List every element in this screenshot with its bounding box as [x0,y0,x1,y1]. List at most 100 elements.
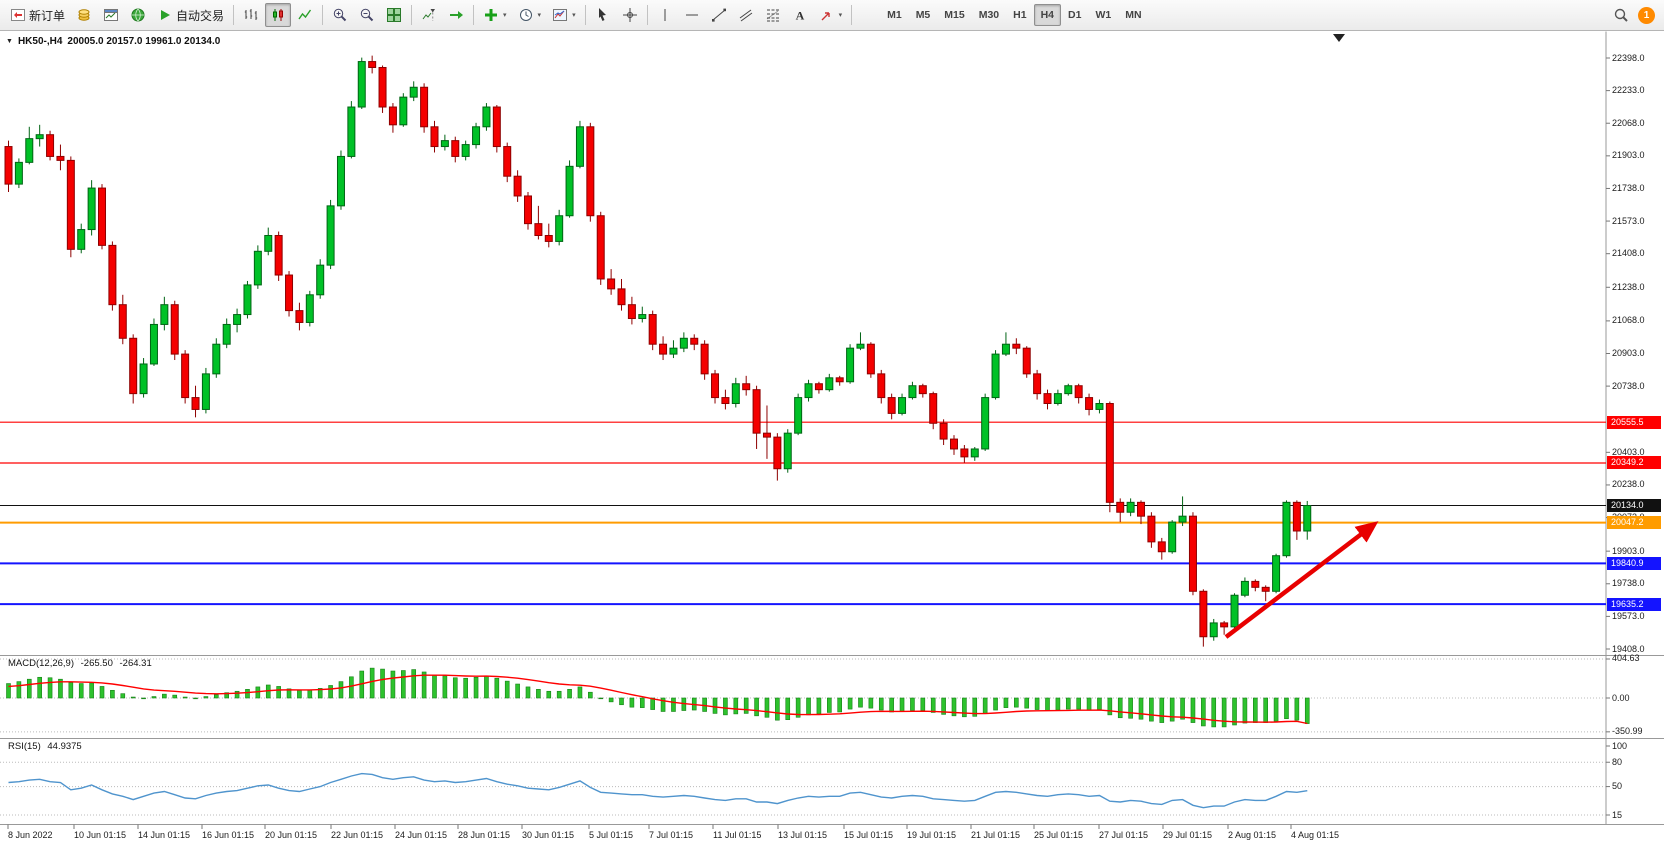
toolbar-button-coins[interactable] [71,3,97,27]
price-line-badge: 20047.2 [1607,516,1661,530]
bar-chart-button[interactable] [238,3,264,27]
candles-layer [4,55,1312,647]
macd-axis-label: 404.63 [1612,653,1640,664]
globe-button[interactable] [125,3,151,27]
auto-scroll-button[interactable] [443,3,469,27]
search-button[interactable] [1608,3,1634,27]
indicators-button[interactable]: ▾ [478,3,512,27]
new-order-icon [10,7,26,23]
chart-collapse-icon[interactable]: ▼ [6,38,13,45]
trendline-button[interactable] [706,3,732,27]
toolbar: 新订单 自动交易 ▾ ▾ ▾ A ▾ M1 M5 [0,0,1664,31]
rsi-value: 44.9375 [47,741,82,752]
chart-shift-marker[interactable] [1333,34,1345,42]
notification-badge[interactable]: 1 [1638,6,1655,24]
tile-windows-button[interactable] [381,3,407,27]
toolbar-separator [851,5,853,25]
price-axis-label: 19738.0 [1612,578,1645,589]
auto-scroll-icon [448,7,464,23]
channel-button[interactable] [733,3,759,27]
templates-button[interactable]: ▾ [547,3,581,27]
auto-trading-label: 自动交易 [176,8,225,23]
zoom-out-button[interactable] [354,3,380,27]
zoom-in-button[interactable] [327,3,353,27]
periods-button[interactable]: ▾ [513,3,547,27]
zoom-in-icon [332,7,348,23]
vertical-line-button[interactable] [652,3,678,27]
macd-main-value: -265.50 [80,658,113,669]
bar-chart-icon [243,7,259,23]
svg-text:A: A [795,9,804,23]
toolbar-separator [584,5,586,25]
trend-arrow[interactable] [1224,521,1379,639]
auto-trading-button[interactable]: 自动交易 [152,3,229,27]
time-axis-label: 25 Jul 01:15 [1034,830,1084,840]
arrows-tool-button[interactable]: ▾ [814,3,848,27]
rsi-name: RSI(15) [8,741,41,752]
macd-axis-label: -350.99 [1612,726,1643,737]
timeframe-button-d1[interactable]: D1 [1061,4,1088,26]
arrow-shape-icon [819,7,835,23]
candlestick-chart-button[interactable] [265,3,292,27]
grid-layer [0,31,1664,829]
price-axis-label: 21408.0 [1612,248,1645,259]
crosshair-icon [622,7,638,23]
new-chart-button[interactable] [98,3,124,27]
chart-template-icon [552,7,568,23]
time-axis-label: 16 Jun 01:15 [202,830,255,840]
chart-shift-button[interactable] [416,3,442,27]
search-icon [1613,7,1629,23]
price-axis-label: 19573.0 [1612,610,1645,621]
time-axis-label: 21 Jul 01:15 [971,830,1021,840]
timeframe-button-m15[interactable]: M15 [937,4,971,26]
macd-indicator-label: MACD(12,26,9) -265.50 -264.31 [8,658,156,669]
clock-icon [518,7,534,23]
rsi-axis-label: 80 [1612,756,1623,767]
trendline-icon [711,7,727,23]
indicators-plus-icon [483,7,499,23]
macd-layer [6,667,1310,728]
price-line-badge: 20134.0 [1607,498,1661,512]
periods-dropdown-icon: ▾ [537,12,542,19]
templates-dropdown-icon: ▾ [572,12,576,19]
chart-symbol-period: HK50-,H4 [17,36,63,47]
timeframe-button-h4[interactable]: H4 [1033,4,1062,26]
chart-window-icon [103,7,119,23]
time-axis-label: 4 Aug 01:15 [1291,830,1340,840]
time-axis-label: 11 Jul 01:15 [713,830,762,840]
price-line-badge: 19635.2 [1607,597,1661,611]
price-line-badge: 19840.9 [1607,556,1661,570]
crosshair-button[interactable] [617,3,643,27]
time-axis-label: 10 Jun 01:15 [74,830,127,840]
new-order-button[interactable]: 新订单 [5,3,70,27]
cursor-button[interactable] [590,3,616,27]
time-axis-label: 27 Jul 01:15 [1099,830,1149,840]
timeframe-button-h1[interactable]: H1 [1006,4,1033,26]
timeframe-button-m5[interactable]: M5 [909,4,938,26]
time-axis-label: 13 Jul 01:15 [778,830,828,840]
price-lines-layer[interactable] [0,421,1606,606]
price-axis-label: 19408.0 [1612,643,1645,654]
price-axis-label: 20403.0 [1612,446,1645,457]
timeframe-button-m30[interactable]: M30 [972,4,1006,26]
price-axis-label: 20738.0 [1612,380,1645,391]
price-axis[interactable]: 22398.0 22233.0 22068.0 21903.0 21738.0 21573… [1607,0,1664,849]
price-axis-label: 22398.0 [1612,52,1645,63]
price-axis-label: 21238.0 [1612,281,1645,292]
price-axis-label: 22068.0 [1612,117,1645,128]
timeframe-button-m1[interactable]: M1 [880,4,909,26]
text-tool-button[interactable]: A [787,3,813,27]
rsi-axis-label: 100 [1612,740,1628,751]
time-axis[interactable]: 8 Jun 2022 10 Jun 01:15 14 Jun 01:15 16 Jun… [0,825,1606,849]
timeframe-button-w1[interactable]: W1 [1088,4,1118,26]
time-axis-label: 29 Jul 01:15 [1163,830,1213,840]
fibonacci-button[interactable] [760,3,786,27]
timeframe-button-mn[interactable]: MN [1118,4,1148,26]
time-axis-label: 15 Jul 01:15 [844,830,894,840]
time-axis-label: 20 Jun 01:15 [265,830,318,840]
toolbar-separator [411,5,413,25]
horizontal-line-button[interactable] [679,3,705,27]
line-chart-button[interactable] [292,3,318,27]
coins-icon [76,7,92,23]
